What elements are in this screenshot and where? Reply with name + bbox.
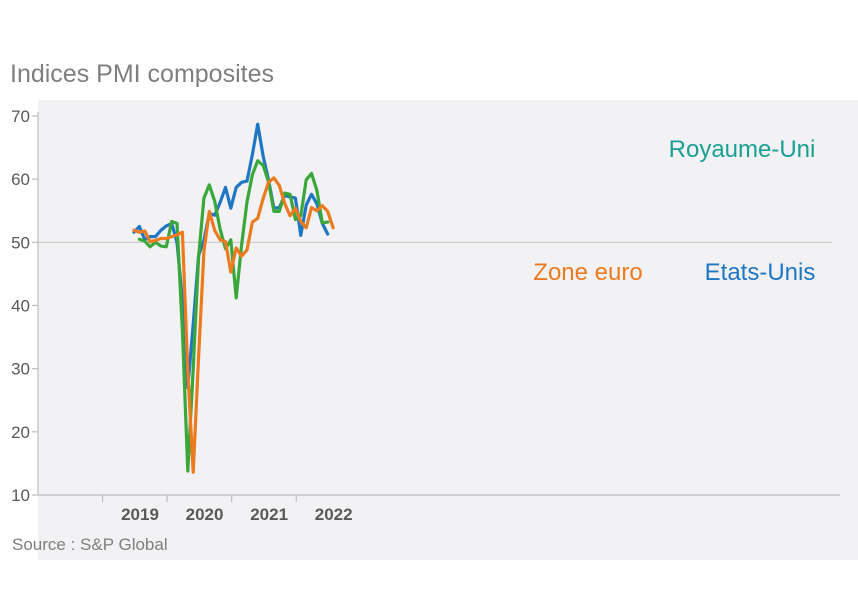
y-tick-label-10: 10 [11, 486, 30, 505]
x-tick-label-2019: 2019 [121, 505, 159, 524]
source-note: Source : S&P Global [12, 535, 168, 554]
series-line-royaume-uni [137, 159, 330, 473]
y-tick-label-40: 40 [11, 297, 30, 316]
chart-title: Indices PMI composites [10, 60, 274, 88]
series-line-zone-euro [132, 176, 335, 474]
series-label-royaume-uni: Royaume-Uni [669, 136, 816, 163]
y-tick-label-50: 50 [11, 233, 30, 252]
series-label-etats-unis: Etats-Unis [705, 259, 816, 286]
y-tick-label-60: 60 [11, 170, 30, 189]
x-tick-label-2021: 2021 [250, 505, 288, 524]
series-label-zone-euro: Zone euro [533, 259, 642, 286]
y-tick-label-70: 70 [11, 107, 30, 126]
y-tick-label-30: 30 [11, 360, 30, 379]
series-line-etats-unis [132, 122, 330, 390]
plot-background [38, 100, 858, 560]
y-tick-label-20: 20 [11, 423, 30, 442]
x-tick-label-2020: 2020 [186, 505, 224, 524]
x-tick-label-2022: 2022 [315, 505, 353, 524]
